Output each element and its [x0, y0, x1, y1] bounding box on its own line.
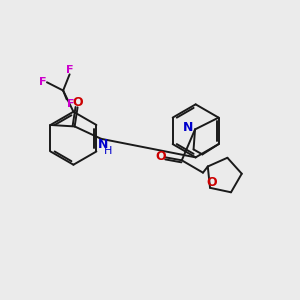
Text: O: O [206, 176, 217, 189]
Text: F: F [67, 65, 74, 75]
Text: F: F [67, 99, 74, 109]
Text: O: O [73, 95, 83, 109]
Text: H: H [103, 146, 112, 156]
Text: N: N [98, 138, 108, 151]
Text: O: O [155, 150, 166, 163]
Text: N: N [183, 122, 194, 134]
Text: F: F [39, 77, 46, 87]
